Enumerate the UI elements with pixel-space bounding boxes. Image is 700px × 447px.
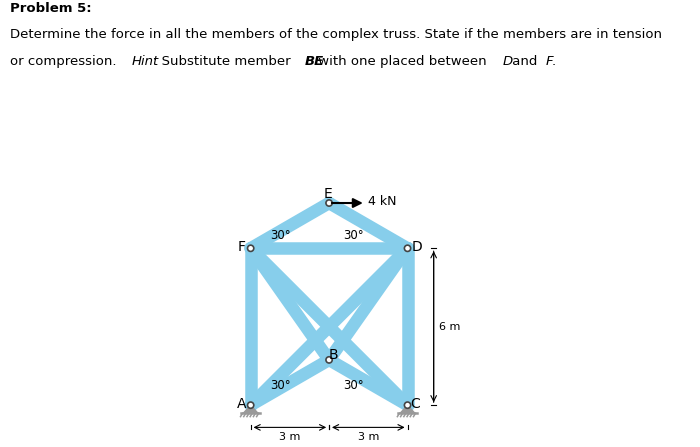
Text: A: A [237,397,246,411]
Text: F: F [237,240,246,254]
Circle shape [405,402,411,408]
Text: 3 m: 3 m [358,432,379,442]
Circle shape [248,245,254,251]
Circle shape [405,245,411,251]
Text: BE: BE [304,55,323,67]
Text: 30°: 30° [270,379,291,392]
Text: 30°: 30° [344,379,364,392]
Text: 4 kN: 4 kN [368,195,397,208]
Text: D: D [503,55,513,67]
Text: 3 m: 3 m [279,432,300,442]
Text: F: F [546,55,554,67]
Text: Determine the force in all the members of the complex truss. State if the member: Determine the force in all the members o… [10,28,662,41]
Text: and: and [508,55,542,67]
Circle shape [326,357,332,363]
Text: C: C [410,397,420,411]
Circle shape [326,200,332,206]
Text: B: B [328,348,338,362]
Text: 6 m: 6 m [439,322,461,332]
Text: D: D [412,240,422,254]
Text: Hint: Hint [132,55,159,67]
Polygon shape [400,405,415,413]
Text: or compression.: or compression. [10,55,121,67]
Text: 30°: 30° [344,229,364,242]
Text: with one placed between: with one placed between [314,55,491,67]
Text: Problem 5:: Problem 5: [10,2,92,15]
Text: 30°: 30° [270,229,291,242]
Text: : Substitute member: : Substitute member [153,55,295,67]
Text: .: . [552,55,556,67]
Text: E: E [323,187,332,201]
Polygon shape [244,405,258,413]
Circle shape [248,402,254,408]
